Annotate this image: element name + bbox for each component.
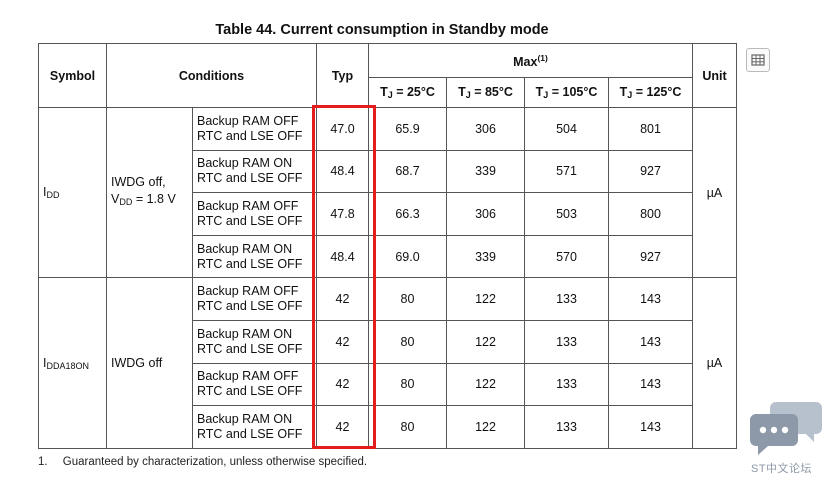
condition-group-cell: IWDG off (106, 277, 193, 449)
footnote-number: 1. (38, 456, 48, 468)
max-value: 143 (608, 405, 693, 449)
typ-value: 42 (316, 319, 369, 364)
max-value: 80 (368, 362, 447, 407)
table-row: IDD IWDG off, VDD = 1.8 V Backup RAM OFF RTC… (38, 106, 737, 279)
unit-cell: µA (692, 106, 737, 279)
footnote: 1. Guaranteed by characterization, unles… (38, 456, 367, 468)
chat-bubbles-icon (748, 398, 824, 458)
condition-cell: Backup RAM OFF RTC and LSE OFF (192, 107, 317, 151)
header-tj-105: TJ = 105°C (524, 77, 609, 108)
condition-cell: Backup RAM ON RTC and LSE OFF (192, 149, 317, 194)
table-extract-icon[interactable] (746, 48, 770, 72)
condition-group-cell: IWDG off, VDD = 1.8 V (106, 106, 193, 279)
table-row: Backup RAM ON RTC and LSE OFF 42 80 122 133 14… (39, 319, 737, 364)
max-value: 133 (524, 362, 609, 407)
header-conditions: Conditions (106, 43, 317, 108)
max-value: 339 (446, 234, 525, 279)
table-row: Backup RAM OFF RTC and LSE OFF 47.8 66.3 306… (39, 192, 737, 236)
max-value: 68.7 (368, 149, 447, 194)
typ-value: 48.4 (316, 234, 369, 279)
max-value: 800 (608, 192, 693, 236)
header-unit: Unit (692, 43, 737, 108)
watermark-text: ST中文论坛 (751, 463, 813, 475)
max-value: 306 (446, 192, 525, 236)
max-value: 570 (524, 234, 609, 279)
max-value: 66.3 (368, 192, 447, 236)
max-value: 69.0 (368, 234, 447, 279)
max-value: 927 (608, 149, 693, 194)
max-value: 339 (446, 149, 525, 194)
max-value: 143 (608, 319, 693, 364)
header-symbol: Symbol (38, 43, 107, 108)
table-row: Backup RAM OFF RTC and LSE OFF 42 80 122 133 1… (39, 362, 737, 407)
header-tj-85: TJ = 85°C (446, 77, 525, 108)
max-value: 133 (524, 405, 609, 449)
unit-cell: µA (692, 277, 737, 449)
symbol-cell: IDD (38, 106, 107, 279)
condition-cell: Backup RAM ON RTC and LSE OFF (192, 319, 317, 364)
footnote-text: Guaranteed by characterization, unless o… (62, 456, 368, 468)
header-tj-25: TJ = 25°C (368, 77, 447, 108)
max-value: 143 (608, 277, 693, 321)
condition-cell: Backup RAM ON RTC and LSE OFF (192, 234, 317, 279)
max-value: 133 (524, 277, 609, 321)
max-value: 571 (524, 149, 609, 194)
max-value: 133 (524, 319, 609, 364)
max-value: 504 (524, 107, 609, 151)
max-value: 122 (446, 319, 525, 364)
typ-value: 42 (316, 405, 369, 449)
condition-cell: Backup RAM OFF RTC and LSE OFF (192, 192, 317, 236)
typ-value: 47.0 (316, 107, 369, 151)
max-value: 927 (608, 234, 693, 279)
table-row: IDDA18ON IWDG off Backup RAM OFF RTC and LS… (38, 277, 737, 449)
table-caption: Table 44. Current consumption in Standby… (215, 22, 549, 38)
condition-cell: Backup RAM OFF RTC and LSE OFF (192, 362, 317, 407)
footnote-ref: (1) (537, 52, 548, 63)
typ-value: 48.4 (316, 149, 369, 194)
typ-value: 47.8 (316, 192, 369, 236)
symbol-cell: IDDA18ON (38, 277, 107, 449)
header-max: Max(1) (368, 43, 693, 78)
max-value: 65.9 (368, 107, 447, 151)
standby-current-table: Symbol Conditions Typ Max(1) Unit TJ = 2… (38, 43, 737, 449)
header-tj-125: TJ = 125°C (608, 77, 693, 108)
typ-value: 42 (316, 362, 369, 407)
table-row: Backup RAM ON RTC and LSE OFF 48.4 68.7 339 5… (39, 149, 737, 194)
table-row: Backup RAM ON RTC and LSE OFF 42 80 122 133 14… (39, 405, 737, 449)
max-value: 801 (608, 107, 693, 151)
table-row: Backup RAM ON RTC and LSE OFF 48.4 69.0 339 5… (39, 234, 737, 279)
max-value: 503 (524, 192, 609, 236)
max-value: 122 (446, 277, 525, 321)
typ-value: 42 (316, 277, 369, 321)
header-typ: Typ (316, 43, 369, 108)
condition-cell: Backup RAM OFF RTC and LSE OFF (192, 277, 317, 321)
max-value: 80 (368, 405, 447, 449)
max-value: 122 (446, 405, 525, 449)
condition-cell: Backup RAM ON RTC and LSE OFF (192, 405, 317, 449)
max-value: 80 (368, 277, 447, 321)
max-value: 306 (446, 107, 525, 151)
max-value: 143 (608, 362, 693, 407)
max-value: 122 (446, 362, 525, 407)
max-value: 80 (368, 319, 447, 364)
